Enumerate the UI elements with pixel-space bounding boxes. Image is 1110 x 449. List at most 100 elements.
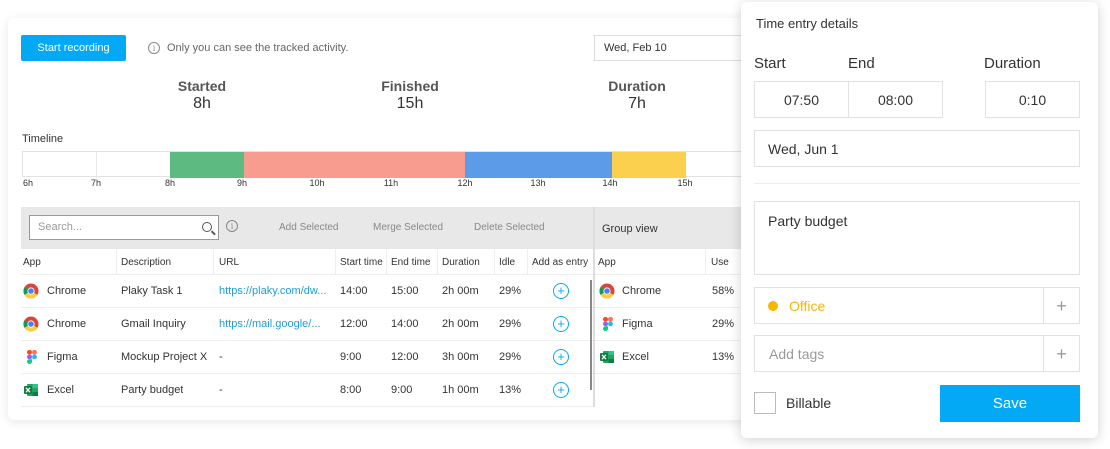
row-description: Party budget bbox=[121, 384, 184, 396]
started-value: 8h bbox=[193, 95, 211, 112]
start-time-input[interactable]: 07:50 bbox=[754, 81, 849, 118]
table-row[interactable]: Chrome Gmail Inquiry https://mail.google… bbox=[21, 308, 593, 341]
add-project-icon[interactable]: + bbox=[1043, 288, 1079, 324]
billable-label: Billable bbox=[786, 395, 832, 411]
timeline-segment-figma[interactable] bbox=[244, 152, 465, 178]
start-recording-button[interactable]: Start recording bbox=[21, 35, 126, 61]
column-header-start-time[interactable]: Start time bbox=[340, 257, 383, 268]
row-idle: 29% bbox=[499, 318, 522, 330]
merge-selected-button[interactable]: Merge Selected bbox=[373, 222, 444, 233]
row-description: Plaky Task 1 bbox=[121, 285, 183, 297]
column-header-description[interactable]: Description bbox=[121, 257, 172, 268]
tags-input[interactable]: Add tags + bbox=[754, 335, 1080, 372]
row-start: 9:00 bbox=[340, 351, 362, 363]
column-divider bbox=[527, 249, 528, 275]
group-row[interactable]: Excel 13% bbox=[595, 341, 760, 374]
info-icon[interactable]: i bbox=[226, 220, 238, 232]
tick-label: 13h bbox=[530, 178, 546, 188]
started-stat: Started 8h bbox=[142, 78, 262, 113]
row-idle: 13% bbox=[499, 384, 522, 396]
row-duration: 1h 00m bbox=[442, 384, 479, 396]
timeline-segment-gmail[interactable] bbox=[465, 152, 612, 178]
add-entry-icon[interactable]: + bbox=[553, 382, 569, 398]
date-input[interactable]: Wed, Jun 1 bbox=[754, 130, 1080, 167]
row-end: 15:00 bbox=[391, 285, 419, 297]
column-divider bbox=[437, 249, 438, 275]
group-view-header: Group view bbox=[595, 207, 760, 249]
group-column-header-use[interactable]: Use bbox=[711, 257, 729, 268]
group-row[interactable]: Figma 29% bbox=[595, 308, 760, 341]
row-idle: 29% bbox=[499, 285, 522, 297]
save-button[interactable]: Save bbox=[940, 385, 1080, 422]
duration-label: Duration bbox=[984, 55, 1041, 72]
chrome-icon bbox=[599, 283, 615, 299]
table-toolbar: Search... i Add Selected Merge Selected … bbox=[21, 207, 593, 249]
project-name: Office bbox=[789, 297, 826, 314]
figma-icon bbox=[26, 350, 37, 365]
column-divider bbox=[335, 249, 336, 275]
column-header-app[interactable]: App bbox=[23, 257, 41, 268]
column-divider bbox=[213, 249, 214, 275]
tick-label: 8h bbox=[164, 178, 176, 188]
description-input[interactable]: Party budget bbox=[754, 201, 1080, 275]
column-header-url[interactable]: URL bbox=[219, 257, 240, 268]
duration-stat: Duration 7h bbox=[577, 78, 697, 113]
group-row-app: Figma bbox=[622, 318, 653, 330]
row-start: 12:00 bbox=[340, 318, 368, 330]
table-row[interactable]: Figma Mockup Project X - 9:00 12:00 3h 0… bbox=[21, 341, 593, 374]
privacy-note-text: Only you can see the tracked activity. bbox=[167, 42, 349, 54]
search-input[interactable]: Search... bbox=[29, 215, 219, 240]
group-row-app: Chrome bbox=[622, 285, 662, 297]
date-picker[interactable]: Wed, Feb 10 bbox=[594, 35, 760, 61]
row-app: Excel bbox=[47, 384, 74, 396]
billable-checkbox[interactable] bbox=[754, 392, 776, 414]
search-placeholder: Search... bbox=[38, 221, 83, 233]
delete-selected-button[interactable]: Delete Selected bbox=[474, 222, 545, 233]
privacy-note: i Only you can see the tracked activity. bbox=[148, 42, 348, 54]
row-end: 12:00 bbox=[391, 351, 419, 363]
tick-label: 10h bbox=[309, 178, 325, 188]
tick-label: 15h bbox=[677, 178, 693, 188]
group-row-app: Excel bbox=[622, 351, 649, 363]
row-url: - bbox=[219, 384, 223, 396]
add-tag-icon[interactable]: + bbox=[1043, 336, 1079, 372]
group-row-use: 13% bbox=[712, 351, 735, 363]
column-header-end-time[interactable]: End time bbox=[391, 257, 431, 268]
row-description: Gmail Inquiry bbox=[121, 318, 186, 330]
column-header-idle[interactable]: Idle bbox=[499, 257, 516, 268]
excel-icon bbox=[24, 384, 38, 396]
timeline-segment-plaky[interactable] bbox=[612, 152, 686, 178]
row-url-link[interactable]: https://mail.google/... bbox=[219, 318, 321, 330]
group-divider bbox=[593, 207, 595, 407]
table-row[interactable]: Chrome Plaky Task 1 https://plaky.com/dw… bbox=[21, 275, 593, 308]
add-entry-icon[interactable]: + bbox=[553, 283, 569, 299]
row-url-link[interactable]: https://plaky.com/dw... bbox=[219, 285, 327, 297]
column-divider bbox=[386, 249, 387, 275]
group-column-header-app[interactable]: App bbox=[598, 257, 616, 268]
excel-icon bbox=[600, 351, 614, 363]
row-app: Chrome bbox=[47, 318, 87, 330]
add-selected-button[interactable]: Add Selected bbox=[279, 222, 339, 233]
group-row[interactable]: Chrome 58% bbox=[595, 275, 760, 308]
duration-value: 7h bbox=[628, 95, 646, 112]
tick-label: 11h bbox=[383, 178, 399, 188]
add-entry-icon[interactable]: + bbox=[553, 349, 569, 365]
column-header-add-as-entry[interactable]: Add as entry bbox=[532, 257, 589, 268]
end-time-input[interactable]: 08:00 bbox=[848, 81, 943, 118]
table-scrollbar[interactable] bbox=[590, 280, 592, 390]
start-label: Start bbox=[754, 55, 786, 72]
search-icon[interactable] bbox=[202, 222, 212, 232]
column-divider bbox=[494, 249, 495, 275]
row-end: 9:00 bbox=[391, 384, 413, 396]
row-description: Mockup Project X bbox=[121, 351, 208, 363]
timeline-segment-excel[interactable] bbox=[170, 152, 244, 178]
started-label: Started bbox=[177, 78, 227, 94]
table-row[interactable]: Excel Party budget - 8:00 9:00 1h 00m 13… bbox=[21, 374, 593, 407]
column-header-duration[interactable]: Duration bbox=[442, 257, 480, 268]
row-idle: 29% bbox=[499, 351, 522, 363]
add-entry-icon[interactable]: + bbox=[553, 316, 569, 332]
duration-input[interactable]: 0:10 bbox=[985, 81, 1080, 118]
divider bbox=[754, 183, 1080, 184]
timeline-bar bbox=[22, 151, 760, 178]
project-select[interactable]: Office + bbox=[754, 287, 1080, 324]
